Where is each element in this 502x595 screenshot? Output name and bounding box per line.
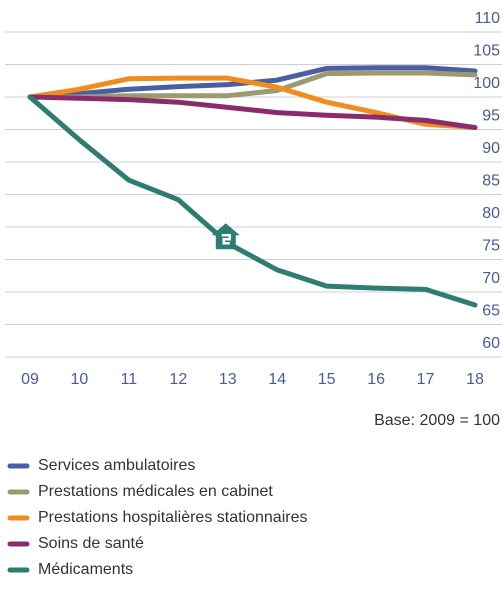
y-tick-label: 85	[482, 173, 500, 190]
y-tick-label: 90	[482, 140, 500, 157]
house-icon	[211, 223, 240, 250]
x-tick-label: 16	[367, 371, 385, 388]
x-tick-label: 11	[121, 371, 138, 388]
series-line	[27, 94, 478, 308]
y-tick-label: 60	[482, 335, 500, 352]
x-tick-label: 12	[169, 371, 187, 388]
series-line	[27, 94, 478, 131]
x-tick-label: 09	[21, 371, 39, 388]
legend-text: Médicaments	[38, 561, 133, 578]
series-line	[27, 70, 478, 100]
legend-text: Services ambulatoires	[38, 457, 195, 474]
y-tick-label: 95	[482, 108, 500, 125]
y-tick-label: 105	[473, 43, 500, 60]
y-tick-label: 75	[482, 238, 500, 255]
legend-text: Prestations hospitalières stationnaires	[38, 509, 307, 526]
y-tick-label: 100	[473, 75, 500, 92]
legend-text: Soins de santé	[38, 535, 144, 552]
y-tick-label: 80	[482, 205, 500, 222]
x-tick-label: 18	[466, 371, 484, 388]
y-tick-label: 110	[474, 10, 500, 27]
y-tick-label: 65	[482, 303, 500, 320]
x-tick-label: 17	[417, 371, 435, 388]
x-tick-label: 15	[318, 371, 336, 388]
x-tick-label: 13	[219, 371, 237, 388]
base-note: Base: 2009 = 100	[374, 412, 500, 429]
y-tick-label: 70	[482, 270, 500, 287]
legend-text: Prestations médicales en cabinet	[38, 483, 273, 500]
x-tick-label: 14	[268, 371, 286, 388]
x-tick-label: 10	[71, 371, 89, 388]
